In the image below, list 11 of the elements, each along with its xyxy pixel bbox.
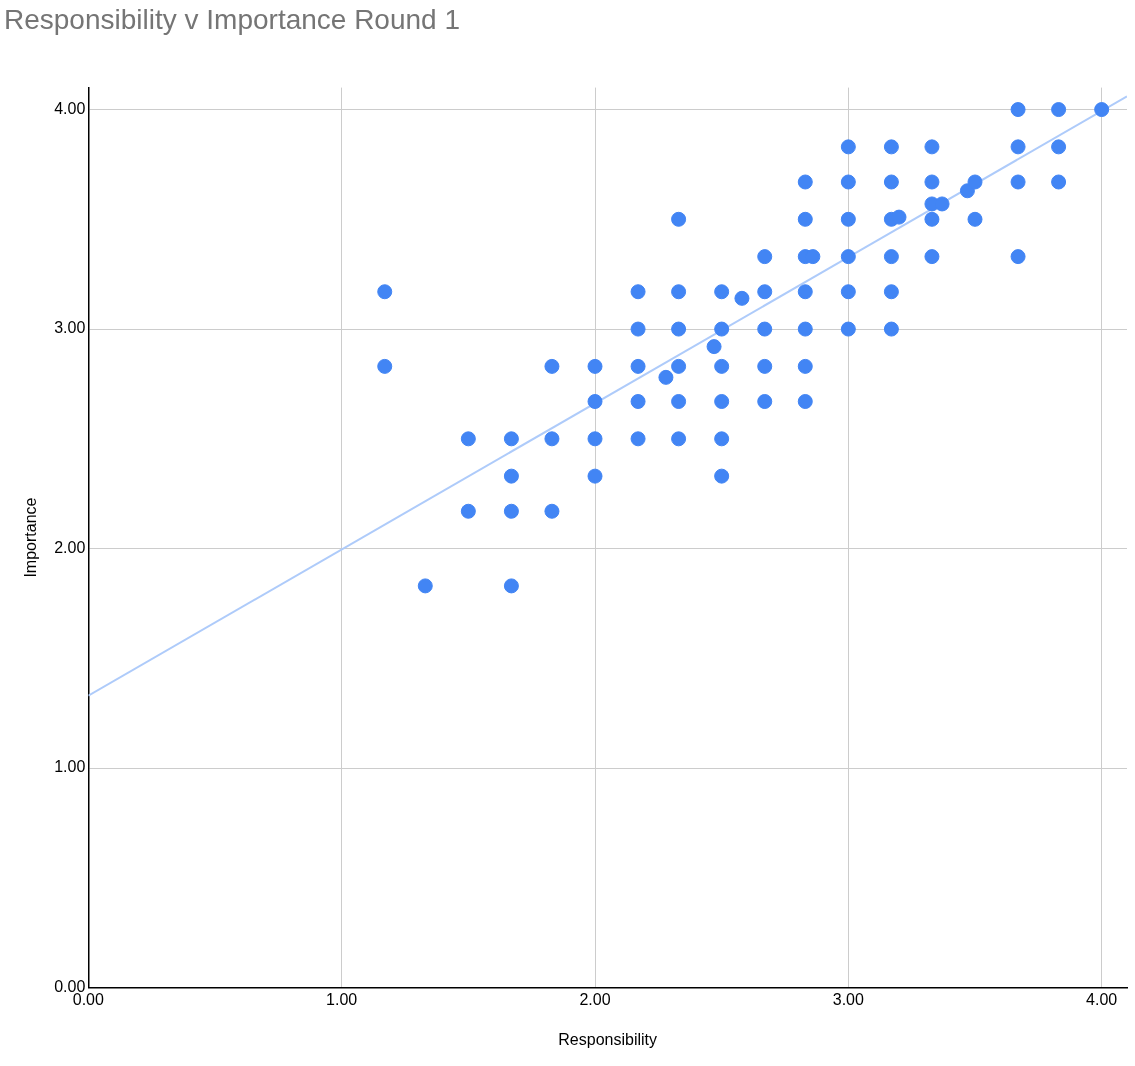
- x-tick-label: 4.00: [1086, 990, 1118, 1008]
- x-axis-title: Responsibility: [558, 1030, 658, 1048]
- y-tick-label: 2.00: [54, 538, 86, 556]
- chart-title: Responsibility v Importance Round 1: [4, 3, 461, 35]
- x-tick-label: 2.00: [579, 990, 611, 1008]
- y-axis-title: Importance: [22, 497, 40, 578]
- x-tick-label: 3.00: [832, 990, 865, 1008]
- x-tick-label: 1.00: [326, 990, 358, 1008]
- y-tick-label: 3.00: [54, 319, 86, 337]
- y-tick-label: 1.00: [54, 758, 86, 776]
- y-tick-label: 4.00: [54, 99, 86, 117]
